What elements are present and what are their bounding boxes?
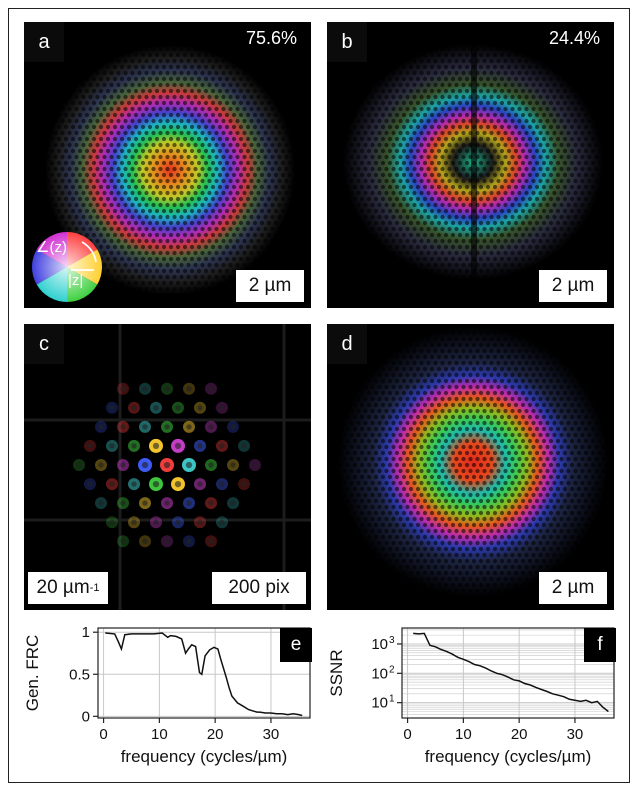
x-tick-label: 10: [151, 726, 168, 743]
panel-d-scalebar-label: 2 µm: [539, 572, 607, 604]
series-line: [105, 632, 303, 717]
panel-b-letter: b: [327, 22, 367, 62]
y-axis-label: SSNR: [327, 649, 346, 696]
y-tick-label: 10: [371, 665, 388, 682]
plot-frame: [97, 627, 311, 719]
panel-b-image: [327, 22, 614, 308]
x-axis-label: frequency (cycles/µm): [121, 747, 288, 766]
colorwheel-magnitude-label: |z|: [68, 272, 84, 289]
plot-e: 0 10 20 30 0 0.5 1 frequency (cycles/µm) Gen. FR…: [14, 616, 316, 776]
panel-c-letter: c: [24, 324, 64, 364]
plot-e-chart: 0 10 20 30 0 0.5 1 frequency (cycles/µm) Gen. FR…: [23, 624, 311, 766]
panel-c-scalebar-right: 200 pix: [212, 572, 306, 604]
x-tick-label: 0: [403, 726, 411, 743]
panel-d-letter: d: [327, 324, 367, 364]
panel-c-scalebar-left-exponent: -1: [89, 582, 100, 594]
panel-b-percent: 24.4%: [548, 28, 600, 48]
y-tick-label: 1: [82, 624, 90, 641]
x-tick-label: 10: [455, 726, 472, 743]
panel-c-scalebar-left: 20 µm -1: [28, 572, 108, 604]
panel-a-percent: 75.6%: [245, 28, 297, 48]
y-axis-label: Gen. FRC: [23, 635, 42, 712]
y-tick-label: 0.5: [69, 666, 90, 683]
y-tick-exponent: 1: [389, 694, 395, 705]
x-tick-label: 30: [567, 726, 584, 743]
panel-a-letter: a: [24, 22, 64, 62]
panel-a: a 75.6% ∠(z) |z| 2 µm: [24, 22, 311, 308]
panel-a-scalebar-label: 2 µm: [236, 270, 304, 302]
x-tick-label: 20: [511, 726, 528, 743]
y-tick-exponent: 3: [389, 635, 395, 646]
series-line: [413, 632, 609, 713]
panel-c-scalebar-left-value: 20 µm: [36, 577, 90, 598]
plot-f: 0 10 20 30 10 1 10 2 10 3 frequency (cycles/µm) SSN…: [318, 616, 620, 776]
panel-c: c 20 µm -1 200 pix: [24, 324, 311, 610]
y-tick-label: 10: [371, 636, 388, 653]
x-tick-label: 20: [207, 726, 224, 743]
panel-d: d 2 µm: [327, 324, 614, 610]
figure-frame: [8, 8, 630, 783]
panel-b-scalebar-label: 2 µm: [539, 270, 607, 302]
y-tick-label: 0: [82, 708, 90, 725]
panel-d-image: [327, 324, 614, 610]
colorwheel-angle-label: ∠(z): [36, 239, 67, 256]
plot-f-letter: f: [584, 628, 616, 662]
x-tick-label: 0: [99, 726, 107, 743]
panel-b: b 24.4% 2 µm: [327, 22, 614, 308]
y-tick-exponent: 2: [389, 664, 395, 675]
phase-colorwheel: ∠(z) |z|: [30, 230, 104, 304]
x-tick-label: 30: [263, 726, 280, 743]
x-axis-label: frequency (cycles/µm): [425, 747, 592, 766]
panel-c-image: [24, 324, 311, 610]
y-tick-label: 10: [371, 695, 388, 712]
plot-e-letter: e: [280, 628, 312, 662]
